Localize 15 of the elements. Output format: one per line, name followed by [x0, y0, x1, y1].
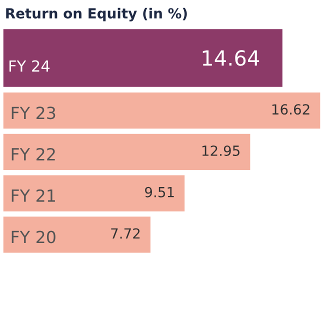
bar [3, 92, 320, 129]
bar [3, 175, 185, 212]
data-label: 7.72 [111, 228, 140, 239]
data-label: 9.51 [145, 186, 174, 198]
y-tick-label: FY 21 [12, 189, 55, 202]
bar [3, 134, 250, 170]
y-tick-label: FY 20 [12, 230, 56, 244]
chart-title: Return on Equity (in %) [6, 8, 187, 22]
data-label: 12.95 [202, 145, 240, 156]
y-tick-label: FY 24 [10, 60, 50, 72]
data-label: 14.64 [202, 50, 260, 66]
bar [3, 216, 150, 253]
y-tick-label: FY 22 [12, 148, 55, 160]
data-label: 16.62 [272, 104, 310, 115]
y-tick-label: FY 23 [12, 106, 56, 120]
